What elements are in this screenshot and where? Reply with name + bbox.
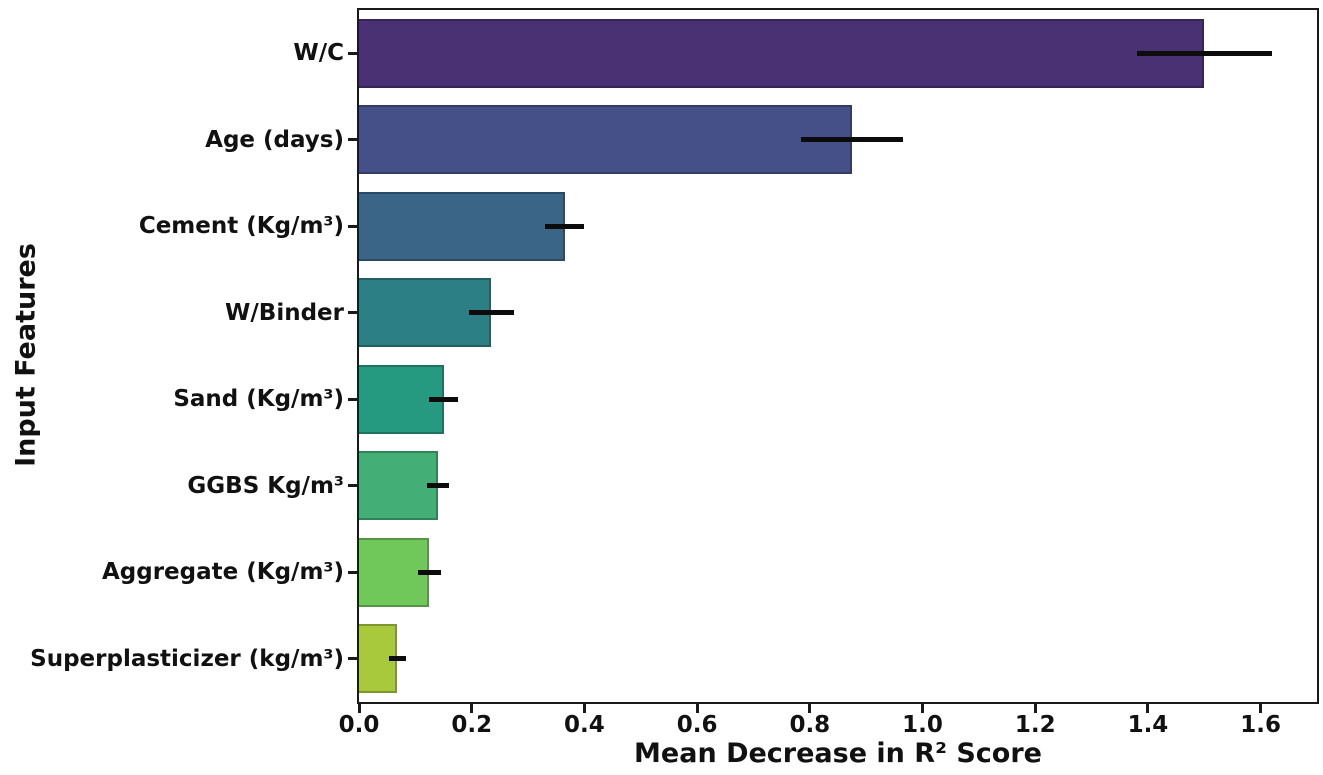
x-tick-mark (1259, 704, 1263, 713)
x-tick-label: 1.6 (1240, 712, 1282, 738)
x-tick-mark (582, 704, 586, 713)
x-tick-label: 0.6 (676, 712, 718, 738)
bar (359, 364, 444, 434)
error-bar (418, 569, 441, 575)
x-tick-mark (470, 704, 474, 713)
x-tick-label: 0.4 (564, 712, 605, 738)
y-category-label: Age (days) (205, 126, 344, 153)
error-bar (801, 137, 903, 143)
y-tick-mark (348, 397, 357, 401)
x-tick-label: 0.2 (451, 712, 493, 738)
y-category-label: GGBS Kg/m³ (187, 472, 344, 499)
y-tick-mark (348, 224, 357, 228)
bar (359, 105, 853, 175)
plot-area (357, 8, 1319, 704)
x-tick-mark (1033, 704, 1037, 713)
y-tick-mark (348, 657, 357, 661)
y-category-label: Cement (Kg/m³) (138, 213, 344, 240)
y-tick-mark (348, 138, 357, 142)
bar (359, 191, 565, 261)
y-category-label: W/C (293, 40, 344, 67)
x-tick-mark (1146, 704, 1150, 713)
y-category-label: Aggregate (Kg/m³) (101, 559, 344, 586)
y-tick-mark (348, 484, 357, 488)
x-tick-label: 1.2 (1014, 712, 1056, 738)
x-tick-label: 1.4 (1127, 712, 1169, 738)
x-tick-mark (921, 704, 925, 713)
error-bar (388, 656, 406, 662)
y-tick-mark (348, 51, 357, 55)
bar (359, 18, 1205, 88)
error-bar (429, 396, 458, 402)
x-tick-label: 0.0 (338, 712, 380, 738)
x-tick-mark (808, 704, 812, 713)
error-bar (426, 483, 450, 489)
x-tick-mark (695, 704, 699, 713)
x-tick-mark (357, 704, 361, 713)
x-tick-label: 0.8 (789, 712, 831, 738)
error-bar (1136, 50, 1272, 56)
error-bar (468, 310, 514, 316)
bar (359, 537, 430, 607)
y-tick-mark (348, 570, 357, 574)
bar (359, 451, 438, 521)
x-tick-label: 1.0 (902, 712, 943, 738)
error-bar (544, 223, 585, 229)
y-axis-label: Input Features (10, 243, 42, 467)
y-tick-mark (348, 311, 357, 315)
y-category-label: Superplasticizer (kg/m³) (30, 645, 344, 672)
y-category-label: Sand (Kg/m³) (173, 386, 344, 413)
x-axis-label: Mean Decrease in R² Score (634, 738, 1042, 769)
y-category-label: W/Binder (225, 299, 344, 326)
